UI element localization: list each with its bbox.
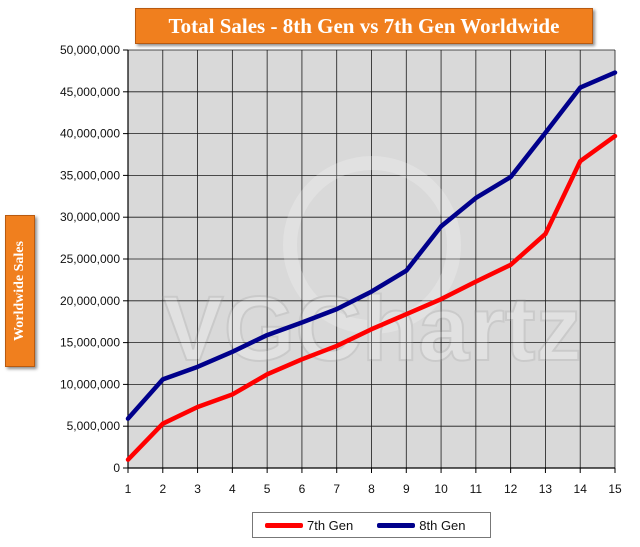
y-tick-label: 25,000,000 (60, 252, 120, 266)
x-tick-label: 6 (299, 482, 306, 496)
x-tick-label: 12 (504, 482, 518, 496)
series-line-7th-gen (125, 133, 618, 462)
y-tick-label: 30,000,000 (60, 210, 120, 224)
y-tick-label: 10,000,000 (60, 377, 120, 391)
y-tick-label: 45,000,000 (60, 85, 120, 99)
legend-swatch-8th-gen (377, 522, 416, 528)
x-tick-label: 3 (194, 482, 201, 496)
legend-label-7th-gen: 7th Gen (307, 517, 354, 533)
series-lines (125, 70, 618, 462)
x-tick-label: 1 (125, 482, 132, 496)
series-line-8th-gen (125, 70, 618, 421)
x-tick-label: 14 (574, 482, 588, 496)
y-tick-label: 15,000,000 (60, 336, 120, 350)
x-tick-label: 4 (229, 482, 236, 496)
y-tick-label: 0 (113, 461, 120, 475)
x-tick-label: 5 (264, 482, 271, 496)
x-tick-labels: 1 2 3 4 5 6 7 8 9 10 11 12 13 14 15 (125, 482, 622, 496)
x-tick-label: 15 (608, 482, 622, 496)
y-tick-label: 20,000,000 (60, 294, 120, 308)
y-tick-label: 40,000,000 (60, 127, 120, 141)
y-tick-labels: 0 5,000,000 10,000,000 15,000,000 20,000,000… (60, 43, 120, 475)
y-axis-label-box: Worldwide Sales (5, 215, 35, 367)
x-tick-label: 8 (368, 482, 375, 496)
y-axis-label: Worldwide Sales (12, 241, 27, 341)
legend-label-8th-gen: 8th Gen (419, 517, 466, 533)
grid-lines (127, 49, 616, 469)
x-tick-label: 11 (470, 482, 483, 496)
x-tick-label: 7 (333, 482, 340, 496)
chart-title: Total Sales - 8th Gen vs 7th Gen Worldwi… (135, 8, 593, 44)
x-tick-label: 10 (434, 482, 448, 496)
x-tick-label: 2 (159, 482, 166, 496)
x-tick-label: 9 (403, 482, 410, 496)
legend-item-8th-gen: 8th Gen (377, 517, 466, 533)
y-tick-label: 5,000,000 (67, 419, 121, 433)
axes (123, 49, 616, 473)
legend-swatch-7th-gen (265, 522, 303, 528)
y-tick-label: 50,000,000 (60, 43, 120, 57)
legend: 7th Gen 8th Gen (252, 512, 491, 538)
x-tick-label: 13 (539, 482, 553, 496)
y-tick-label: 35,000,000 (60, 168, 120, 182)
legend-item-7th-gen: 7th Gen (265, 518, 353, 533)
